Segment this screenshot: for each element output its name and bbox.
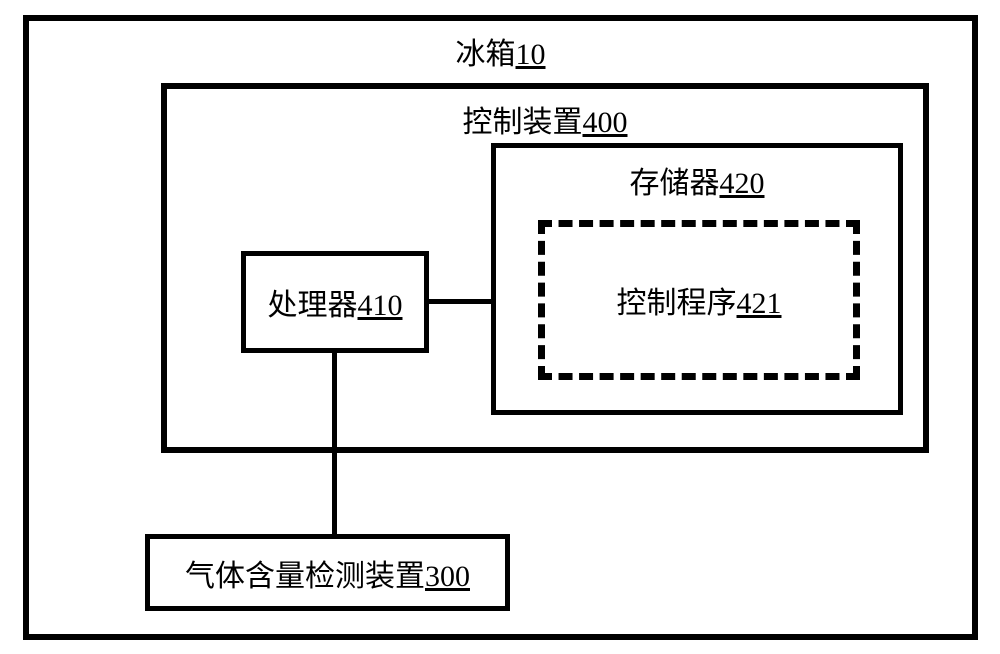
processor-label: 处理器 — [268, 289, 358, 322]
control-device-label: 控制装置 — [463, 106, 583, 139]
control-device-ref: 400 — [583, 106, 628, 139]
gas-detector-label: 气体含量检测装置 — [185, 560, 425, 593]
control-program-label: 控制程序 — [617, 287, 737, 320]
storage-label: 存储器 — [630, 167, 720, 200]
connector-processor-storage — [429, 299, 491, 304]
refrigerator-title: 冰箱10 — [29, 29, 972, 73]
storage-title: 存储器420 — [496, 158, 898, 202]
storage-ref: 420 — [720, 167, 765, 200]
storage-box: 存储器420 控制程序421 — [491, 143, 903, 415]
processor-title: 处理器410 — [268, 280, 403, 324]
control-device-title: 控制装置400 — [167, 97, 923, 141]
control-program-box: 控制程序421 — [538, 220, 860, 380]
refrigerator-box: 冰箱10 控制装置400 处理器410 存储器420 控制程序421 气体含量检… — [23, 15, 978, 640]
control-program-title: 控制程序421 — [617, 278, 782, 322]
connector-processor-gas — [332, 353, 337, 534]
gas-detector-box: 气体含量检测装置300 — [145, 534, 510, 611]
control-program-ref: 421 — [737, 287, 782, 320]
refrigerator-ref: 10 — [516, 38, 546, 71]
refrigerator-label: 冰箱 — [456, 38, 516, 71]
processor-ref: 410 — [358, 289, 403, 322]
processor-box: 处理器410 — [241, 251, 429, 353]
gas-detector-title: 气体含量检测装置300 — [185, 551, 470, 595]
gas-detector-ref: 300 — [425, 560, 470, 593]
